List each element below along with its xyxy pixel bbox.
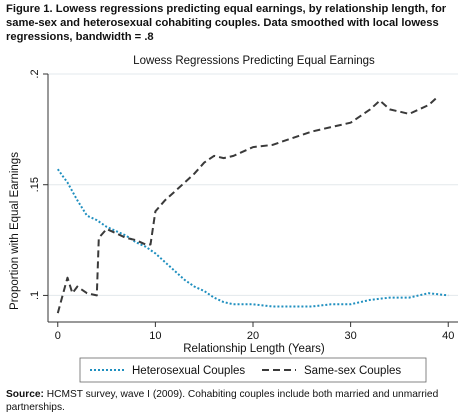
x-tick-label: 20	[247, 330, 259, 342]
series-line-heterosexual	[56, 168, 449, 308]
legend-label-heterosexual: Heterosexual Couples	[132, 365, 245, 377]
chart-title: Lowess Regressions Predicting Equal Earn…	[133, 55, 375, 67]
figure-caption: Figure 1. Lowess regressions predicting …	[6, 3, 447, 43]
plot-area	[41, 74, 458, 320]
source-text: HCMST survey, wave I (2009). Cohabiting …	[6, 389, 439, 413]
series-lines	[56, 95, 449, 314]
x-tick-label: 30	[344, 330, 356, 342]
y-tick-label: .1	[29, 291, 41, 300]
legend: Heterosexual Couples Same-sex Couples	[79, 357, 427, 383]
y-tick-label: .15	[29, 177, 41, 192]
source-label: Source:	[6, 389, 44, 400]
x-axis-label: Relationship Length (Years)	[183, 343, 325, 355]
x-tick-label: 10	[149, 330, 161, 342]
legend-label-same-sex: Same-sex Couples	[304, 365, 401, 377]
y-tick-label: .2	[29, 69, 41, 78]
lowess-line-chart: Lowess Regressions Predicting Equal Earn…	[0, 46, 458, 386]
source-note: Source: HCMST survey, wave I (2009). Coh…	[6, 388, 452, 414]
series-line-same-sex	[56, 95, 440, 314]
x-tick-label: 0	[55, 330, 61, 342]
y-axis-label: Proportion with Equal Earnings	[9, 152, 21, 310]
axes: .1 .15 .2 0 10 20 30 40	[29, 69, 458, 342]
x-tick-label: 40	[442, 330, 454, 342]
grid-lines	[48, 73, 458, 296]
legend-box	[79, 357, 427, 383]
